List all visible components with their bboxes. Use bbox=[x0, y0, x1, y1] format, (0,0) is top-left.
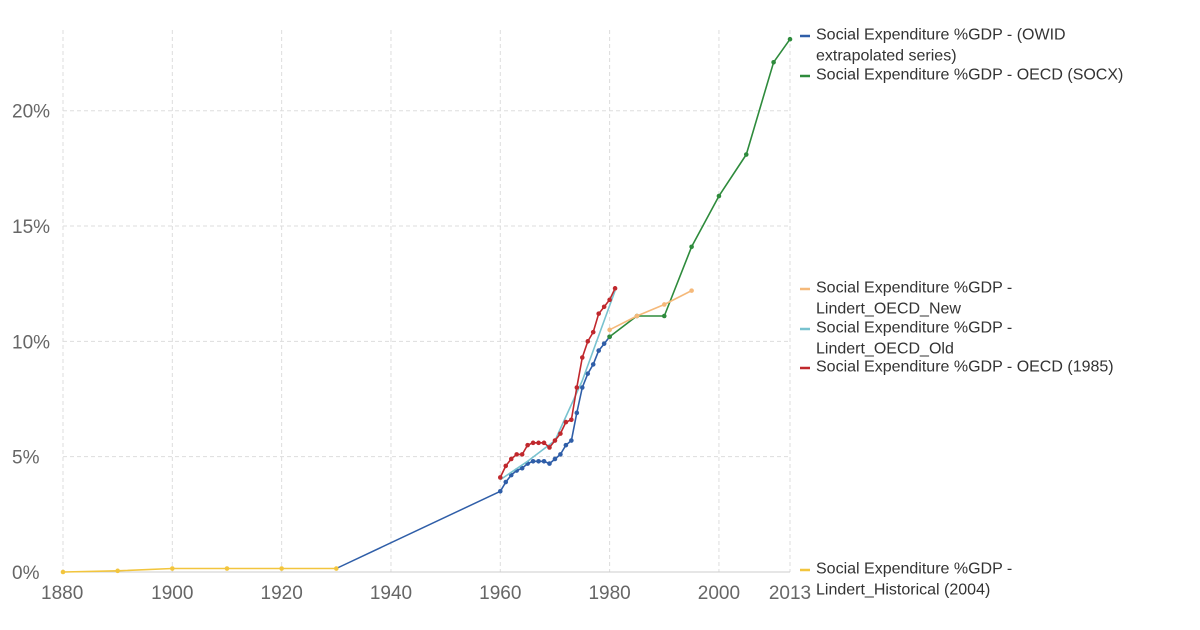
data-point bbox=[552, 456, 558, 462]
legend-entry: Social Expenditure %GDP - Lindert_Histori… bbox=[800, 560, 1012, 598]
series-line bbox=[499, 287, 616, 478]
data-point bbox=[115, 568, 120, 574]
series-2 bbox=[607, 288, 694, 333]
data-point bbox=[279, 566, 284, 571]
data-point bbox=[596, 311, 601, 316]
x-tick-label: 1900 bbox=[151, 583, 193, 604]
data-point bbox=[601, 304, 607, 310]
legend: Social Expenditure %GDP - (OWID extrapola… bbox=[800, 26, 1123, 598]
data-point bbox=[585, 339, 591, 344]
legend-entry: Social Expenditure %GDP - Lindert_OECD_Ne… bbox=[800, 279, 1012, 317]
x-tick-label: 1960 bbox=[479, 583, 521, 604]
legend-label: Lindert_OECD_Old bbox=[816, 340, 954, 357]
data-point bbox=[579, 355, 585, 360]
legend-label: Social Expenditure %GDP - bbox=[816, 279, 1012, 296]
data-point bbox=[536, 458, 541, 464]
data-point bbox=[547, 461, 552, 466]
data-point bbox=[743, 152, 749, 157]
series-5 bbox=[60, 566, 339, 575]
legend-entry: Social Expenditure %GDP - OECD (SOCX) bbox=[800, 66, 1123, 83]
legend-label: Lindert_OECD_New bbox=[816, 300, 961, 317]
data-point bbox=[607, 334, 612, 340]
x-tick-label: 2000 bbox=[698, 583, 740, 604]
data-point bbox=[541, 440, 547, 446]
data-point bbox=[519, 465, 525, 471]
data-point bbox=[590, 362, 596, 367]
series-4 bbox=[497, 286, 618, 480]
data-point bbox=[612, 286, 618, 291]
data-point bbox=[530, 458, 536, 464]
x-tick-label: 1920 bbox=[261, 583, 303, 604]
data-point bbox=[574, 385, 580, 390]
x-tick-label: 1980 bbox=[588, 583, 630, 604]
data-point bbox=[541, 458, 547, 464]
legend-label: Social Expenditure %GDP - (OWID bbox=[816, 26, 1066, 43]
data-point bbox=[60, 569, 66, 575]
series-1 bbox=[607, 36, 793, 340]
connector-line bbox=[335, 490, 501, 570]
data-point bbox=[525, 442, 530, 448]
series-line bbox=[62, 567, 337, 573]
data-point bbox=[569, 438, 574, 443]
data-point bbox=[596, 348, 601, 353]
data-point bbox=[607, 297, 612, 303]
data-point bbox=[787, 36, 793, 42]
data-point bbox=[497, 488, 503, 494]
legend-label: Social Expenditure %GDP - bbox=[816, 560, 1012, 577]
data-point bbox=[497, 475, 503, 480]
data-point bbox=[590, 329, 596, 335]
axis-layer: 1880 1900 1920 1940 1960 1980 2000 2013 0% 5% 10% 1… bbox=[12, 102, 811, 604]
legend-label: Social Expenditure %GDP - OECD (SOCX) bbox=[816, 66, 1123, 83]
data-point bbox=[661, 302, 667, 307]
data-point bbox=[634, 313, 640, 319]
data-point bbox=[585, 371, 591, 376]
grid-layer bbox=[62, 30, 791, 572]
data-point bbox=[558, 431, 563, 436]
data-point bbox=[530, 440, 536, 446]
series-line bbox=[609, 38, 791, 338]
x-tick-label: 1940 bbox=[370, 583, 412, 604]
series-line bbox=[609, 289, 692, 331]
legend-label: Lindert_Historical (2004) bbox=[816, 581, 990, 598]
y-tick-label: 15% bbox=[12, 217, 50, 238]
data-point bbox=[224, 566, 230, 571]
data-point bbox=[547, 445, 552, 450]
y-tick-label: 10% bbox=[12, 332, 50, 353]
legend-entry: Social Expenditure %GDP - (OWID extrapola… bbox=[800, 26, 1066, 64]
data-point bbox=[689, 244, 694, 250]
data-point bbox=[579, 385, 585, 390]
data-point bbox=[508, 456, 514, 462]
x-tick-label: 1880 bbox=[41, 583, 83, 604]
x-tick-label: 2013 bbox=[769, 583, 811, 604]
data-point bbox=[503, 479, 509, 485]
data-point bbox=[569, 417, 574, 423]
data-point bbox=[771, 59, 776, 65]
y-tick-label: 0% bbox=[12, 563, 40, 584]
legend-entry: Social Expenditure %GDP - Lindert_OECD_Ol… bbox=[800, 319, 1012, 357]
legend-label: extrapolated series) bbox=[816, 47, 957, 64]
series-layer bbox=[60, 36, 793, 575]
y-tick-label: 5% bbox=[12, 448, 40, 469]
data-point bbox=[334, 566, 339, 571]
data-point bbox=[601, 341, 607, 346]
data-point bbox=[563, 442, 569, 448]
legend-label: Social Expenditure %GDP - bbox=[816, 319, 1012, 336]
data-point bbox=[716, 193, 722, 199]
data-point bbox=[558, 452, 563, 457]
data-point bbox=[552, 438, 558, 443]
data-point bbox=[536, 440, 541, 446]
data-point bbox=[607, 327, 612, 333]
data-point bbox=[574, 410, 580, 416]
data-point bbox=[689, 288, 694, 293]
data-point bbox=[661, 313, 667, 319]
data-point bbox=[563, 419, 569, 425]
y-tick-label: 20% bbox=[12, 102, 50, 123]
data-point bbox=[503, 463, 509, 469]
legend-label: Social Expenditure %GDP - OECD (1985) bbox=[816, 358, 1114, 375]
data-point bbox=[170, 566, 175, 571]
data-point bbox=[514, 452, 519, 457]
data-point bbox=[519, 452, 525, 457]
legend-entry: Social Expenditure %GDP - OECD (1985) bbox=[800, 358, 1114, 375]
